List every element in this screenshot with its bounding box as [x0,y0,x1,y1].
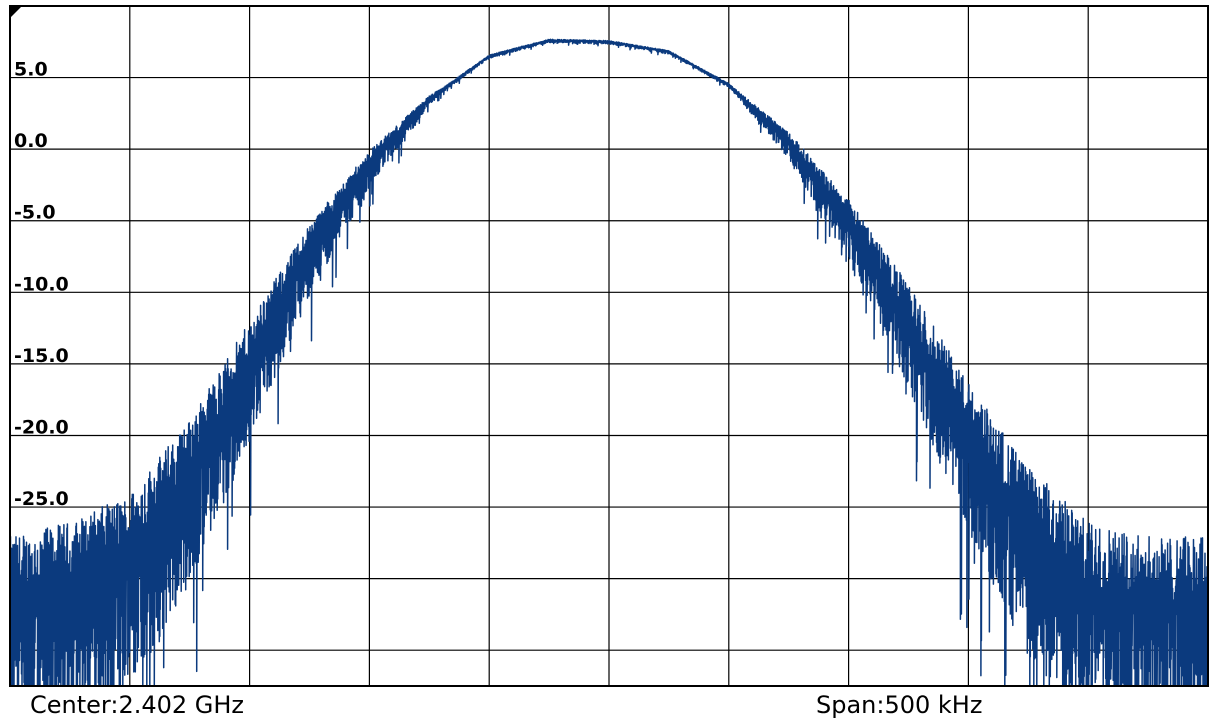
plot-frame [9,5,1209,687]
y-tick-label: -15.0 [14,345,69,367]
y-tick-label: -5.0 [14,202,56,224]
y-tick-labels: 5.0 0.0 -5.0 -10.0 -15.0 -20.0 -25.0 [14,59,69,510]
y-tick-label: -25.0 [14,488,69,510]
grid [10,6,1208,686]
corner-marker-icon [10,6,22,18]
center-frequency-label: Center:2.402 GHz [30,691,245,719]
trace-line [9,38,1209,687]
y-tick-label: -20.0 [14,416,69,438]
y-tick-label: -10.0 [14,273,69,295]
y-tick-label: 0.0 [14,130,48,152]
y-tick-label: 5.0 [14,59,48,81]
spectrum-trace [9,38,1209,687]
span-label: Span:500 kHz [816,691,983,719]
